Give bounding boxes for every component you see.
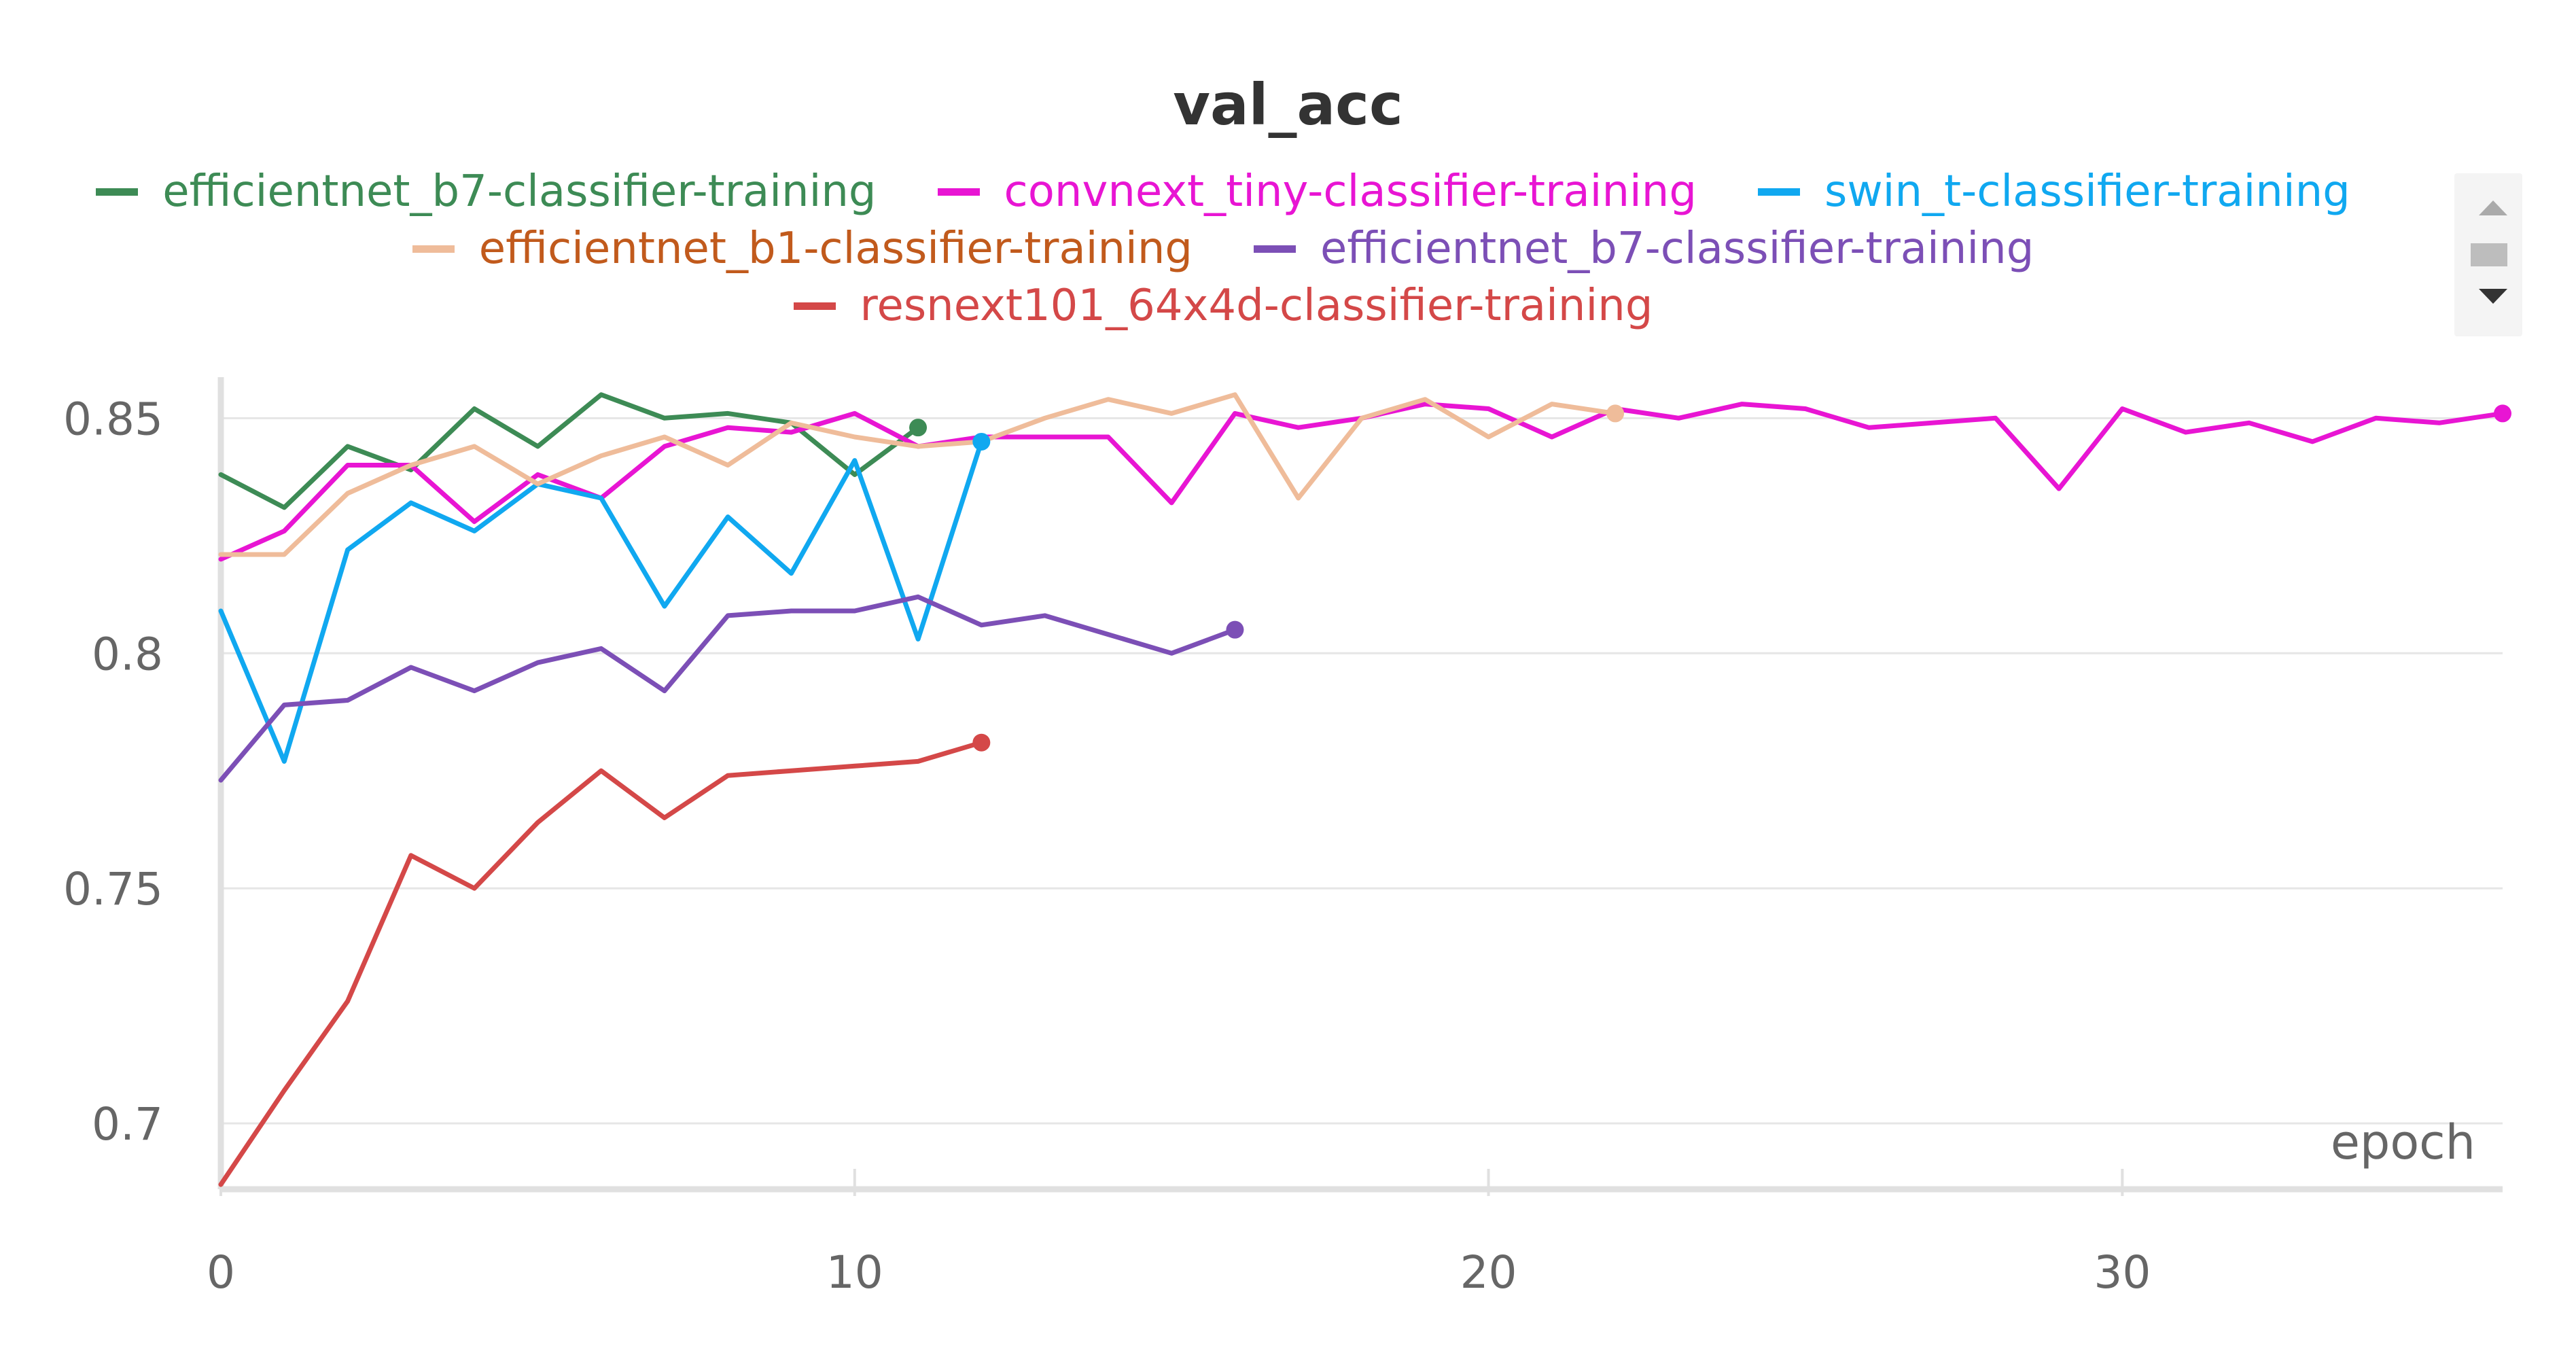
legend-swatch — [1757, 188, 1800, 196]
y-tick-label: 0.8 — [92, 628, 163, 680]
legend-swatch — [412, 245, 455, 253]
x-tick-label: 30 — [2094, 1246, 2151, 1299]
legend-item[interactable]: efficientnet_b7-classifier-training — [1254, 224, 2034, 274]
legend-item[interactable]: convnext_tiny-classifier-training — [937, 166, 1697, 217]
legend-row: resnext101_64x4d-classifier-training — [0, 277, 2446, 334]
series-line — [218, 594, 1237, 783]
series-end-point — [2494, 404, 2511, 423]
legend-item[interactable]: efficientnet_b7-classifier-training — [96, 166, 877, 217]
legend-swatch — [96, 188, 139, 196]
series-end-point — [1226, 620, 1244, 639]
x-axis-label: epoch — [2331, 1114, 2475, 1170]
x-tick-label: 0 — [207, 1246, 235, 1299]
scroll-up-icon[interactable] — [2479, 200, 2507, 215]
legend-item[interactable]: resnext101_64x4d-classifier-training — [793, 281, 1653, 331]
scroll-down-icon[interactable] — [2479, 289, 2507, 304]
scroll-thumb[interactable] — [2471, 243, 2507, 266]
legend-label: efficientnet_b7-classifier-training — [162, 166, 877, 217]
legend: efficientnet_b7-classifier-training convn… — [0, 163, 2446, 334]
legend-label: resnext101_64x4d-classifier-training — [860, 281, 1653, 331]
series-line — [218, 392, 1618, 557]
legend-label: efficientnet_b7-classifier-training — [1320, 224, 2034, 274]
legend-swatch — [937, 188, 980, 196]
y-tick-label: 0.85 — [63, 393, 163, 445]
legend-row: efficientnet_b7-classifier-training convn… — [0, 163, 2446, 220]
x-tick-label: 20 — [1460, 1246, 1517, 1299]
y-tick-label: 0.75 — [63, 863, 163, 915]
series-end-point — [1606, 404, 1625, 423]
series-end-point — [972, 733, 991, 752]
legend-item[interactable]: efficientnet_b1-classifier-training — [412, 224, 1193, 274]
legend-swatch — [1254, 245, 1296, 253]
legend-label: swin_t-classifier-training — [1824, 166, 2350, 217]
series-end-point — [972, 432, 991, 451]
legend-label: convnext_tiny-classifier-training — [1004, 166, 1697, 217]
legend-swatch — [793, 302, 836, 310]
legend-row: efficientnet_b1-classifier-training effic… — [0, 220, 2446, 277]
series-line — [218, 740, 984, 1187]
legend-item[interactable]: swin_t-classifier-training — [1757, 166, 2350, 217]
legend-label: efficientnet_b1-classifier-training — [478, 224, 1193, 274]
series-end-point — [909, 419, 928, 437]
x-tick-label: 10 — [826, 1246, 883, 1299]
series-line — [218, 439, 984, 764]
y-tick-label: 0.7 — [92, 1098, 163, 1150]
legend-scrollbar[interactable] — [2454, 173, 2522, 336]
chart-title: val_acc — [1173, 71, 1403, 138]
